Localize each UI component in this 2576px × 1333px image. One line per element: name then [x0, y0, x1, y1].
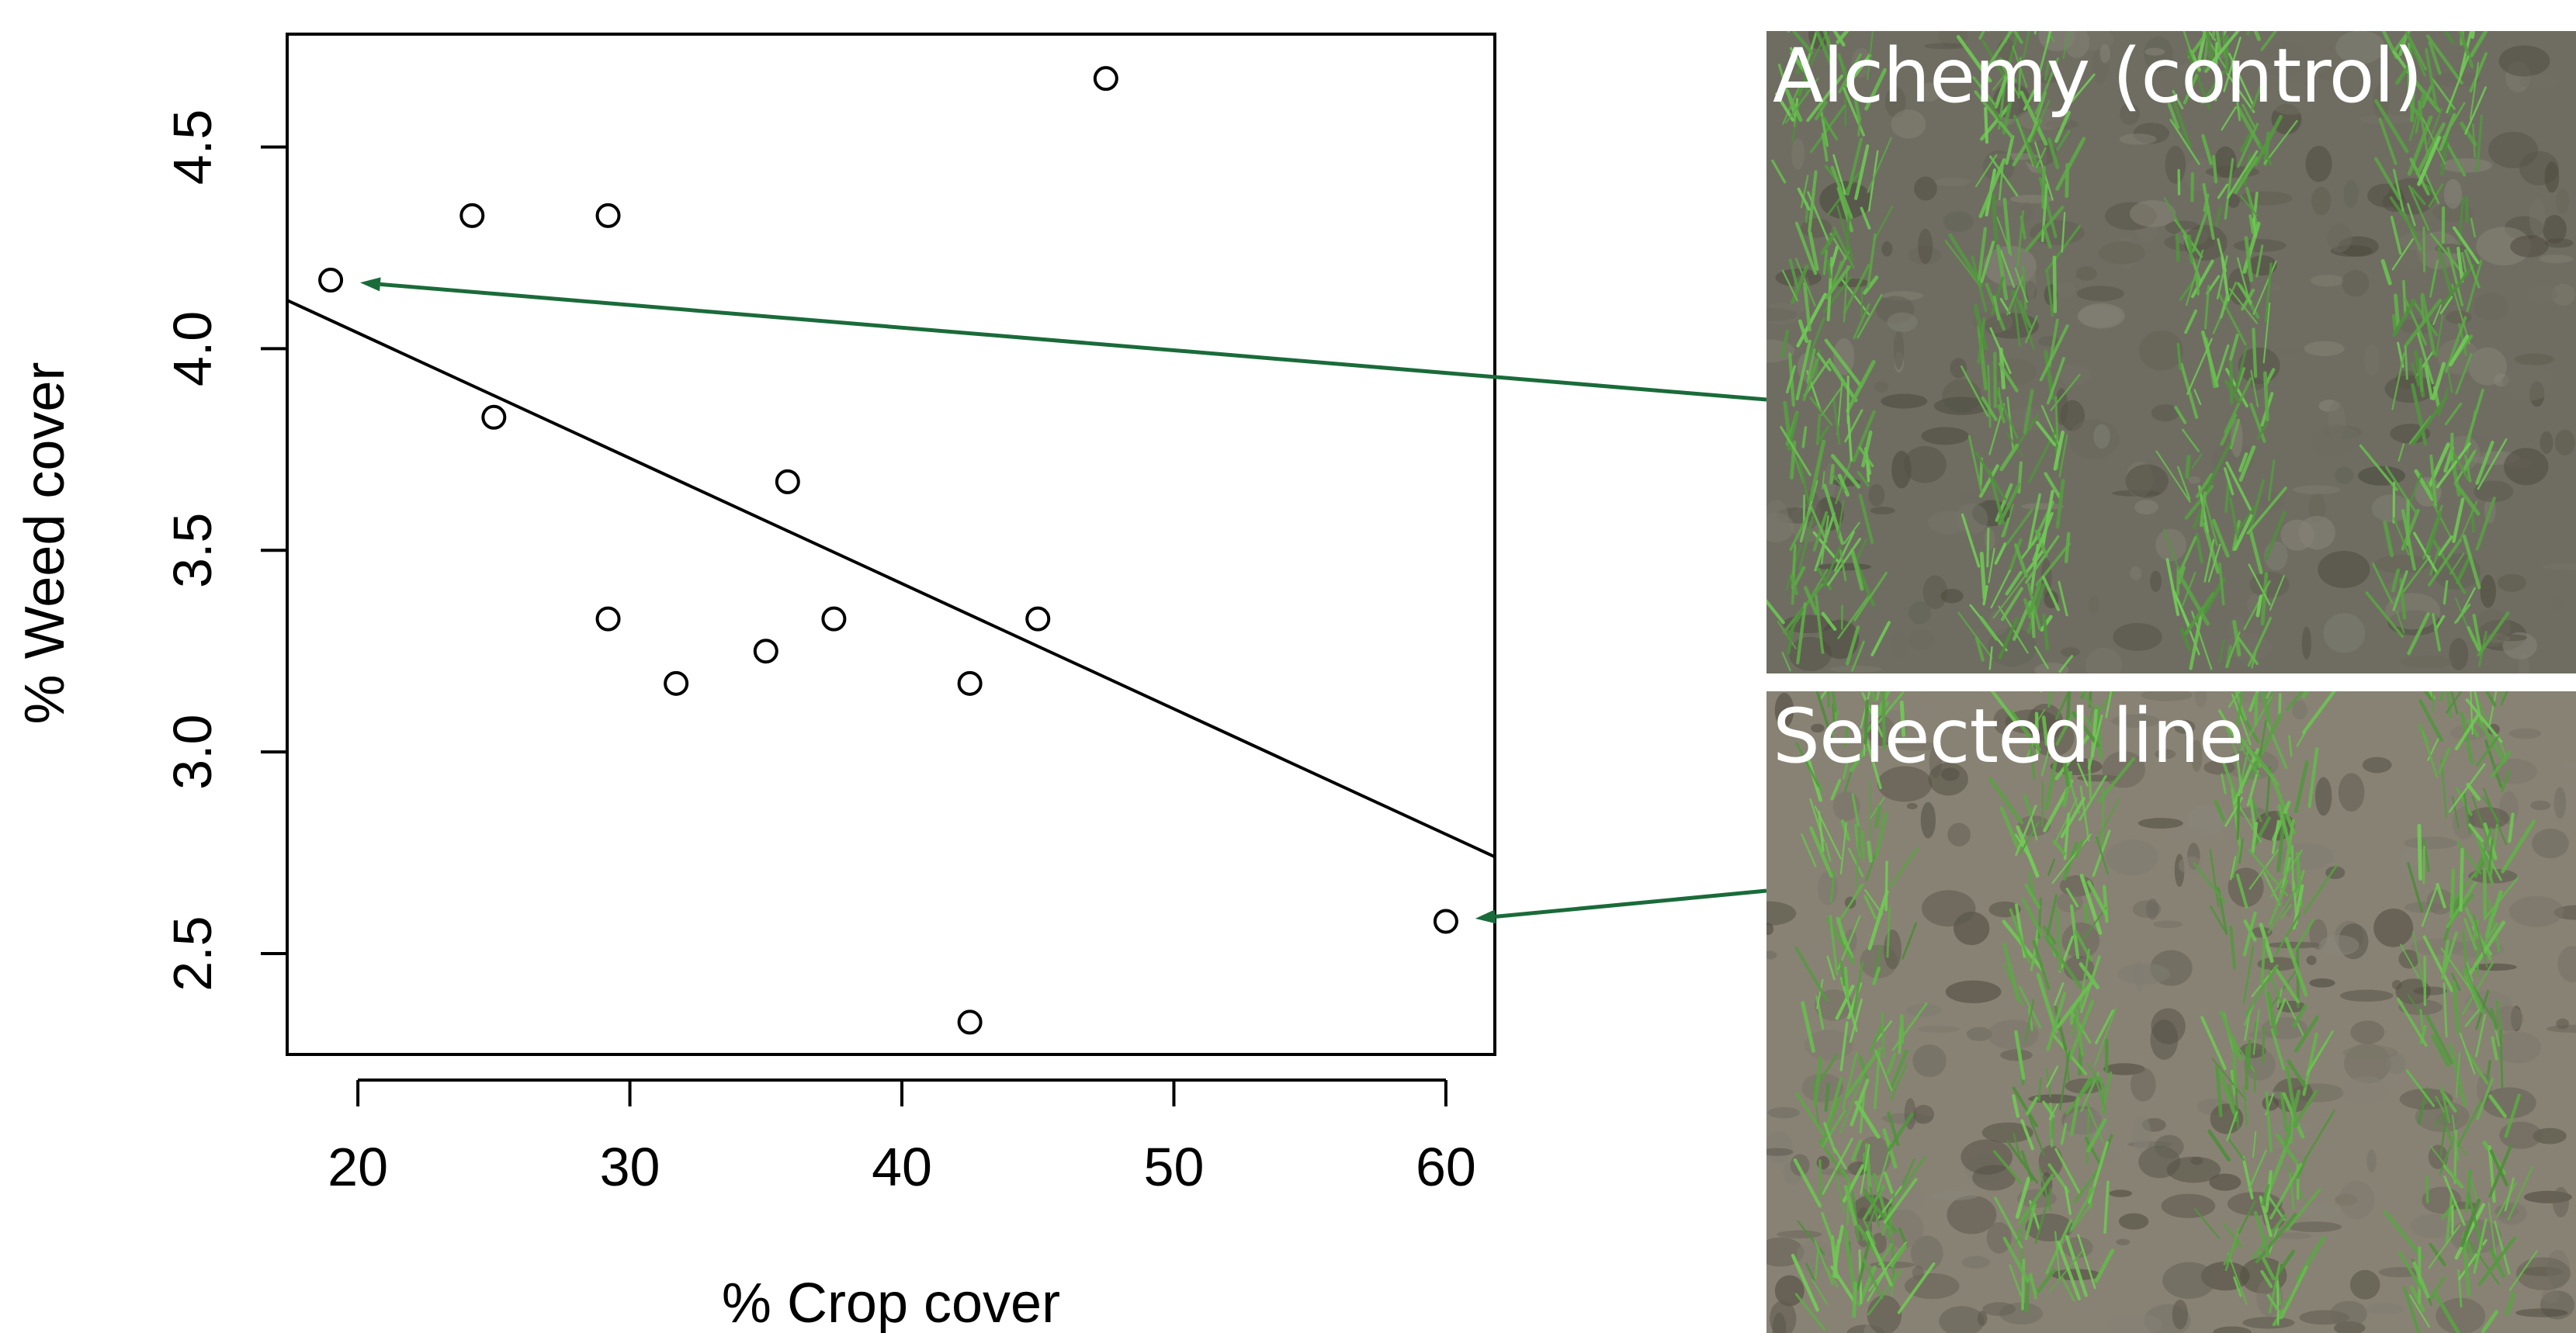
data-point	[481, 404, 507, 430]
data-point	[1433, 909, 1458, 934]
selected-field-photo	[1766, 691, 2576, 1333]
selected-photo-label: Selected line	[1773, 693, 2245, 780]
y-tick-label: 4.0	[162, 311, 223, 386]
x-tick-label: 30	[600, 1137, 660, 1197]
y-axis-label: % Weed cover	[14, 362, 76, 725]
data-point	[1093, 66, 1118, 92]
selected-photo-panel: Selected line	[1766, 691, 2576, 1333]
x-axis-label: % Crop cover	[722, 1272, 1060, 1333]
regression-line	[286, 299, 1496, 859]
x-tick-label: 60	[1416, 1137, 1476, 1197]
data-point	[957, 670, 983, 696]
data-point	[1025, 606, 1051, 632]
x-tick-label: 50	[1144, 1137, 1205, 1197]
data-points	[318, 66, 1458, 1035]
y-tick-label: 3.0	[162, 715, 223, 790]
control-photo-panel: Alchemy (control)	[1766, 31, 2576, 673]
y-tick-label: 4.5	[162, 109, 223, 185]
data-point	[595, 606, 621, 632]
control-photo-label: Alchemy (control)	[1773, 33, 2423, 119]
y-tick-label: 2.5	[162, 916, 223, 991]
annotation-arrow-head	[1475, 909, 1496, 924]
annotation-arrow-head	[359, 277, 381, 292]
data-point	[753, 639, 778, 664]
data-point	[821, 606, 847, 632]
x-tick-label: 20	[328, 1137, 388, 1197]
annotation-arrows	[359, 277, 1767, 924]
data-point	[957, 1009, 983, 1035]
y-axis: 2.5 3.0 3.5 4.0 4.5	[162, 109, 289, 992]
control-field-photo	[1766, 31, 2576, 673]
y-tick-label: 3.5	[162, 513, 223, 588]
x-tick-label: 40	[872, 1137, 932, 1197]
data-point	[664, 670, 689, 696]
plot-frame	[286, 33, 1496, 1056]
x-axis: 20 30 40 50 60	[328, 1079, 1476, 1197]
annotation-arrow-line	[1495, 888, 1767, 919]
data-point	[318, 268, 344, 293]
annotation-arrow-line	[380, 282, 1767, 402]
data-point	[595, 203, 621, 228]
data-point	[775, 469, 800, 494]
data-point	[459, 203, 485, 228]
